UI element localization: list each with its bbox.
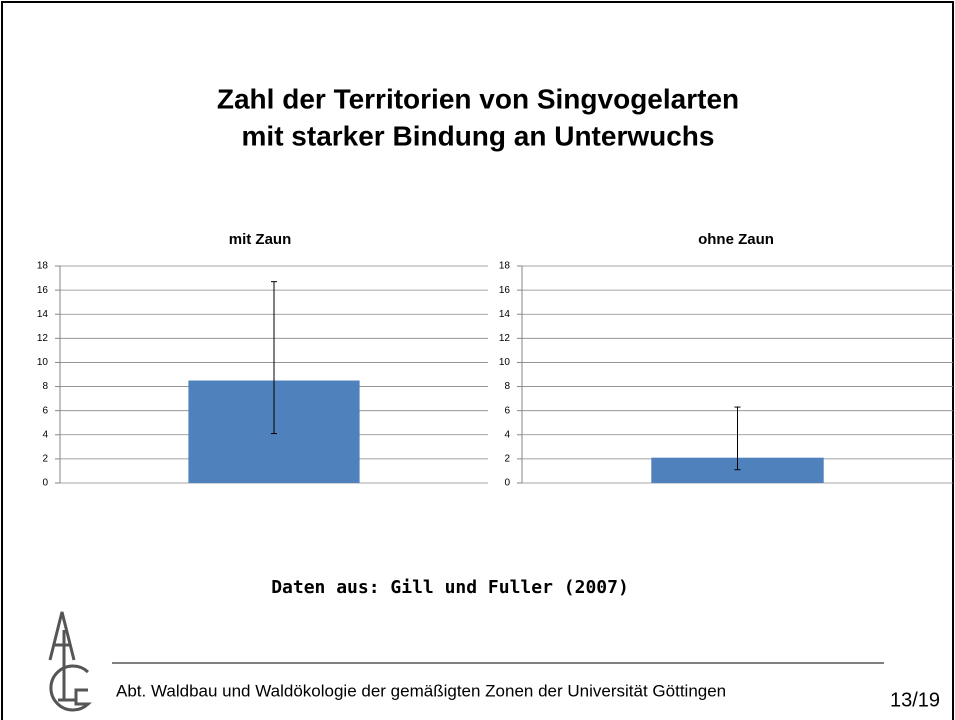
y-tick-label: 2	[504, 454, 510, 465]
y-tick-label: 2	[42, 454, 48, 465]
y-tick-label: 8	[42, 381, 48, 392]
footer: Abt. Waldbau und Waldökologie der gemäßi…	[116, 681, 726, 700]
source: Daten aus: Gill und Fuller (2007)	[271, 577, 629, 598]
y-tick-label: 0	[42, 478, 48, 489]
y-tick-label: 12	[37, 333, 49, 344]
chart-title: mit Zaun	[229, 231, 292, 248]
chart-title: ohne Zaun	[698, 231, 774, 248]
slide-title: Zahl der Territorien von Singvogelarten	[217, 83, 739, 114]
y-tick-label: 14	[37, 309, 49, 320]
y-tick-label: 8	[504, 381, 510, 392]
y-tick-label: 16	[37, 285, 49, 296]
y-tick-label: 6	[42, 405, 48, 416]
page-number: 13/19	[890, 689, 940, 711]
y-tick-label: 10	[37, 357, 49, 368]
y-tick-label: 14	[499, 309, 511, 320]
y-tick-label: 16	[499, 285, 511, 296]
y-tick-label: 10	[499, 357, 511, 368]
y-tick-label: 4	[504, 429, 510, 440]
y-tick-label: 0	[504, 478, 510, 489]
slide-title: mit starker Bindung an Unterwuchs	[242, 120, 715, 151]
y-tick-label: 6	[504, 405, 510, 416]
y-tick-label: 4	[42, 429, 48, 440]
y-tick-label: 18	[499, 261, 511, 272]
y-tick-label: 12	[499, 333, 511, 344]
logo	[48, 611, 92, 712]
y-tick-label: 18	[37, 261, 49, 272]
